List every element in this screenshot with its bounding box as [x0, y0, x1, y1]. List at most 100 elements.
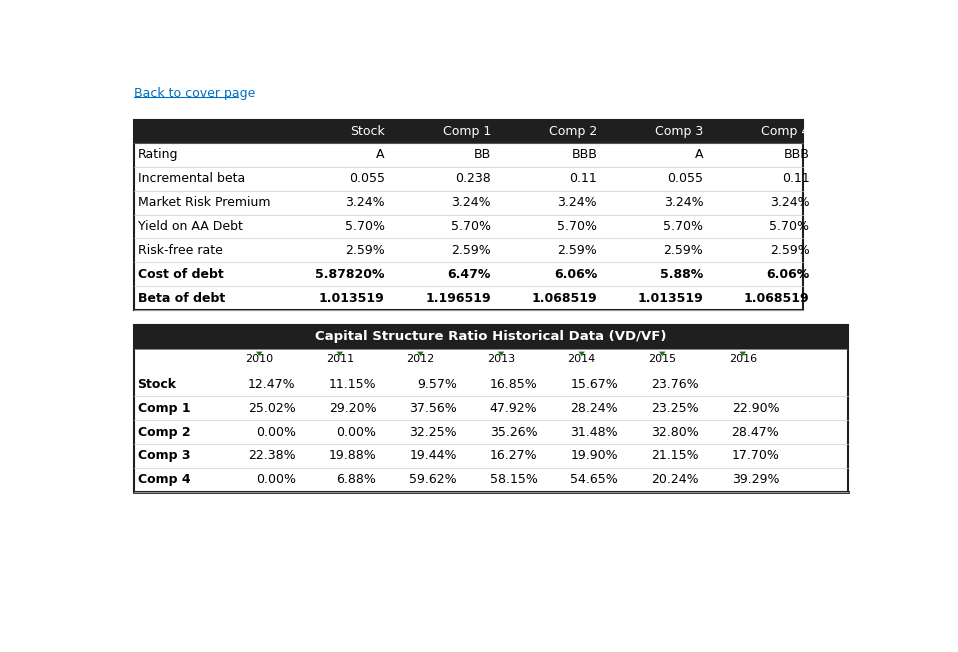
Text: BBB: BBB: [571, 149, 597, 161]
Text: 25.02%: 25.02%: [248, 402, 296, 415]
Text: 47.92%: 47.92%: [490, 402, 537, 415]
Text: 0.11: 0.11: [782, 172, 810, 185]
Text: 2015: 2015: [649, 354, 676, 364]
Text: Comp 3: Comp 3: [138, 449, 190, 462]
Text: 19.90%: 19.90%: [570, 449, 618, 462]
Text: 0.00%: 0.00%: [256, 426, 296, 439]
Text: 29.20%: 29.20%: [329, 402, 376, 415]
Text: Market Risk Premium: Market Risk Premium: [138, 196, 270, 209]
Text: 23.25%: 23.25%: [651, 402, 698, 415]
Text: 19.44%: 19.44%: [409, 449, 457, 462]
Text: 0.238: 0.238: [455, 172, 490, 185]
Text: 0.055: 0.055: [349, 172, 385, 185]
Text: 23.76%: 23.76%: [651, 378, 698, 391]
Text: 2.59%: 2.59%: [558, 244, 597, 257]
Text: 2014: 2014: [567, 354, 596, 364]
Text: 22.90%: 22.90%: [732, 402, 779, 415]
Text: Incremental beta: Incremental beta: [138, 172, 245, 185]
Text: 3.24%: 3.24%: [770, 196, 810, 209]
Text: Yield on AA Debt: Yield on AA Debt: [138, 220, 242, 233]
Text: 1.196519: 1.196519: [425, 291, 490, 304]
Text: A: A: [376, 149, 385, 161]
Polygon shape: [579, 351, 585, 356]
FancyBboxPatch shape: [134, 120, 804, 143]
Text: Comp 4: Comp 4: [138, 473, 191, 486]
Text: 9.57%: 9.57%: [417, 378, 457, 391]
Text: 5.70%: 5.70%: [451, 220, 490, 233]
Text: Beta of debt: Beta of debt: [138, 291, 225, 304]
Text: 1.068519: 1.068519: [743, 291, 810, 304]
Polygon shape: [336, 351, 343, 356]
Text: 20.24%: 20.24%: [651, 473, 698, 486]
Text: 54.65%: 54.65%: [570, 473, 618, 486]
Text: 15.67%: 15.67%: [570, 378, 618, 391]
Text: 5.70%: 5.70%: [769, 220, 810, 233]
Text: 5.70%: 5.70%: [558, 220, 597, 233]
Text: Capital Structure Ratio Historical Data (VD/VF): Capital Structure Ratio Historical Data …: [315, 331, 667, 344]
Text: 19.88%: 19.88%: [329, 449, 376, 462]
Text: 3.24%: 3.24%: [664, 196, 703, 209]
Text: BBB: BBB: [784, 149, 810, 161]
Text: Comp 4: Comp 4: [762, 125, 810, 138]
Text: Rating: Rating: [138, 149, 178, 161]
Text: 2011: 2011: [326, 354, 354, 364]
Text: 6.47%: 6.47%: [447, 268, 490, 281]
Text: 21.15%: 21.15%: [651, 449, 698, 462]
Text: 3.24%: 3.24%: [451, 196, 490, 209]
Text: Comp 2: Comp 2: [138, 426, 191, 439]
Text: 3.24%: 3.24%: [558, 196, 597, 209]
Text: Back to cover page: Back to cover page: [134, 87, 255, 100]
Text: 2013: 2013: [487, 354, 515, 364]
Text: 2.59%: 2.59%: [345, 244, 385, 257]
Text: 0.00%: 0.00%: [336, 426, 376, 439]
Text: 31.48%: 31.48%: [570, 426, 618, 439]
Text: Comp 3: Comp 3: [655, 125, 703, 138]
Text: 1.068519: 1.068519: [532, 291, 597, 304]
Text: 16.85%: 16.85%: [490, 378, 537, 391]
Text: 28.47%: 28.47%: [732, 426, 779, 439]
Text: 5.88%: 5.88%: [660, 268, 703, 281]
Text: 17.70%: 17.70%: [731, 449, 779, 462]
Polygon shape: [417, 351, 423, 356]
Text: 22.38%: 22.38%: [248, 449, 296, 462]
Text: 2012: 2012: [406, 354, 435, 364]
Polygon shape: [498, 351, 504, 356]
Text: 2.59%: 2.59%: [664, 244, 703, 257]
Text: 32.25%: 32.25%: [409, 426, 457, 439]
Text: 59.62%: 59.62%: [409, 473, 457, 486]
Text: 37.56%: 37.56%: [409, 402, 457, 415]
Text: 2.59%: 2.59%: [451, 244, 490, 257]
Text: 35.26%: 35.26%: [490, 426, 537, 439]
Text: 5.87820%: 5.87820%: [315, 268, 385, 281]
Text: Cost of debt: Cost of debt: [138, 268, 223, 281]
Text: 5.70%: 5.70%: [663, 220, 703, 233]
Text: Comp 1: Comp 1: [443, 125, 490, 138]
Text: 2016: 2016: [729, 354, 757, 364]
Text: 6.88%: 6.88%: [336, 473, 376, 486]
Text: 28.24%: 28.24%: [570, 402, 618, 415]
Text: 0.00%: 0.00%: [256, 473, 296, 486]
Text: 1.013519: 1.013519: [638, 291, 703, 304]
Text: 39.29%: 39.29%: [732, 473, 779, 486]
Text: 3.24%: 3.24%: [345, 196, 385, 209]
Text: 11.15%: 11.15%: [329, 378, 376, 391]
Polygon shape: [256, 351, 262, 356]
Text: 0.11: 0.11: [569, 172, 597, 185]
Polygon shape: [740, 351, 746, 356]
Text: 5.70%: 5.70%: [345, 220, 385, 233]
Text: 6.06%: 6.06%: [766, 268, 810, 281]
Text: 2010: 2010: [245, 354, 273, 364]
Text: BB: BB: [473, 149, 490, 161]
Text: 6.06%: 6.06%: [554, 268, 597, 281]
Text: A: A: [695, 149, 703, 161]
Text: 58.15%: 58.15%: [490, 473, 537, 486]
Text: 32.80%: 32.80%: [650, 426, 698, 439]
Text: 16.27%: 16.27%: [490, 449, 537, 462]
Text: 2.59%: 2.59%: [769, 244, 810, 257]
Text: Comp 1: Comp 1: [138, 402, 191, 415]
Text: Comp 2: Comp 2: [549, 125, 597, 138]
Text: 12.47%: 12.47%: [248, 378, 296, 391]
Text: Risk-free rate: Risk-free rate: [138, 244, 222, 257]
Text: 0.055: 0.055: [668, 172, 703, 185]
FancyBboxPatch shape: [134, 325, 848, 349]
